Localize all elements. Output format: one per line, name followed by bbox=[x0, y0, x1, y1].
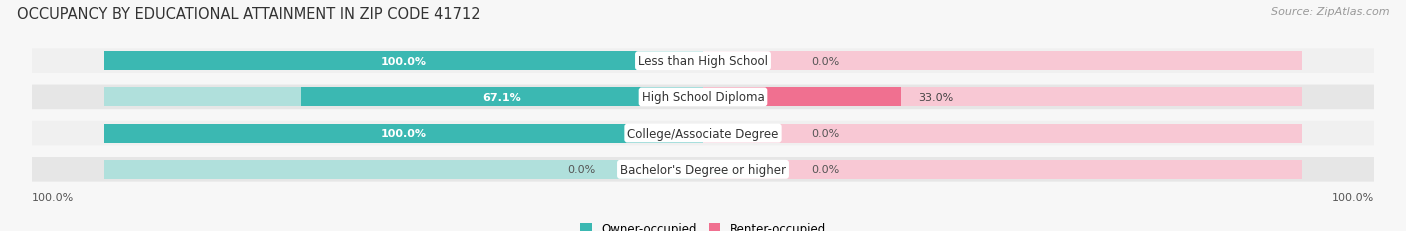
Bar bbox=[104, 160, 703, 179]
Text: 0.0%: 0.0% bbox=[567, 165, 595, 175]
Bar bbox=[104, 124, 703, 143]
Bar bbox=[301, 88, 703, 107]
Text: College/Associate Degree: College/Associate Degree bbox=[627, 127, 779, 140]
Bar bbox=[104, 88, 703, 107]
Text: 33.0%: 33.0% bbox=[918, 92, 953, 103]
Text: OCCUPANCY BY EDUCATIONAL ATTAINMENT IN ZIP CODE 41712: OCCUPANCY BY EDUCATIONAL ATTAINMENT IN Z… bbox=[17, 7, 481, 22]
Bar bbox=[703, 88, 1302, 107]
Text: 0.0%: 0.0% bbox=[811, 56, 839, 66]
Bar bbox=[104, 52, 703, 71]
Text: 0.0%: 0.0% bbox=[811, 128, 839, 139]
Bar bbox=[104, 52, 703, 71]
Bar bbox=[703, 160, 1302, 179]
Text: 67.1%: 67.1% bbox=[482, 92, 522, 103]
Text: 100.0%: 100.0% bbox=[1331, 192, 1374, 202]
Text: 100.0%: 100.0% bbox=[381, 128, 426, 139]
FancyBboxPatch shape bbox=[32, 121, 1374, 146]
FancyBboxPatch shape bbox=[32, 49, 1374, 74]
Legend: Owner-occupied, Renter-occupied: Owner-occupied, Renter-occupied bbox=[575, 217, 831, 231]
Bar bbox=[703, 52, 1302, 71]
FancyBboxPatch shape bbox=[32, 157, 1374, 182]
Text: High School Diploma: High School Diploma bbox=[641, 91, 765, 104]
Text: 0.0%: 0.0% bbox=[811, 165, 839, 175]
Text: Source: ZipAtlas.com: Source: ZipAtlas.com bbox=[1271, 7, 1389, 17]
Bar bbox=[703, 88, 901, 107]
Bar bbox=[104, 124, 703, 143]
Text: Less than High School: Less than High School bbox=[638, 55, 768, 68]
Text: 100.0%: 100.0% bbox=[32, 192, 75, 202]
Bar bbox=[703, 124, 1302, 143]
FancyBboxPatch shape bbox=[32, 85, 1374, 110]
Text: Bachelor's Degree or higher: Bachelor's Degree or higher bbox=[620, 163, 786, 176]
Text: 100.0%: 100.0% bbox=[381, 56, 426, 66]
